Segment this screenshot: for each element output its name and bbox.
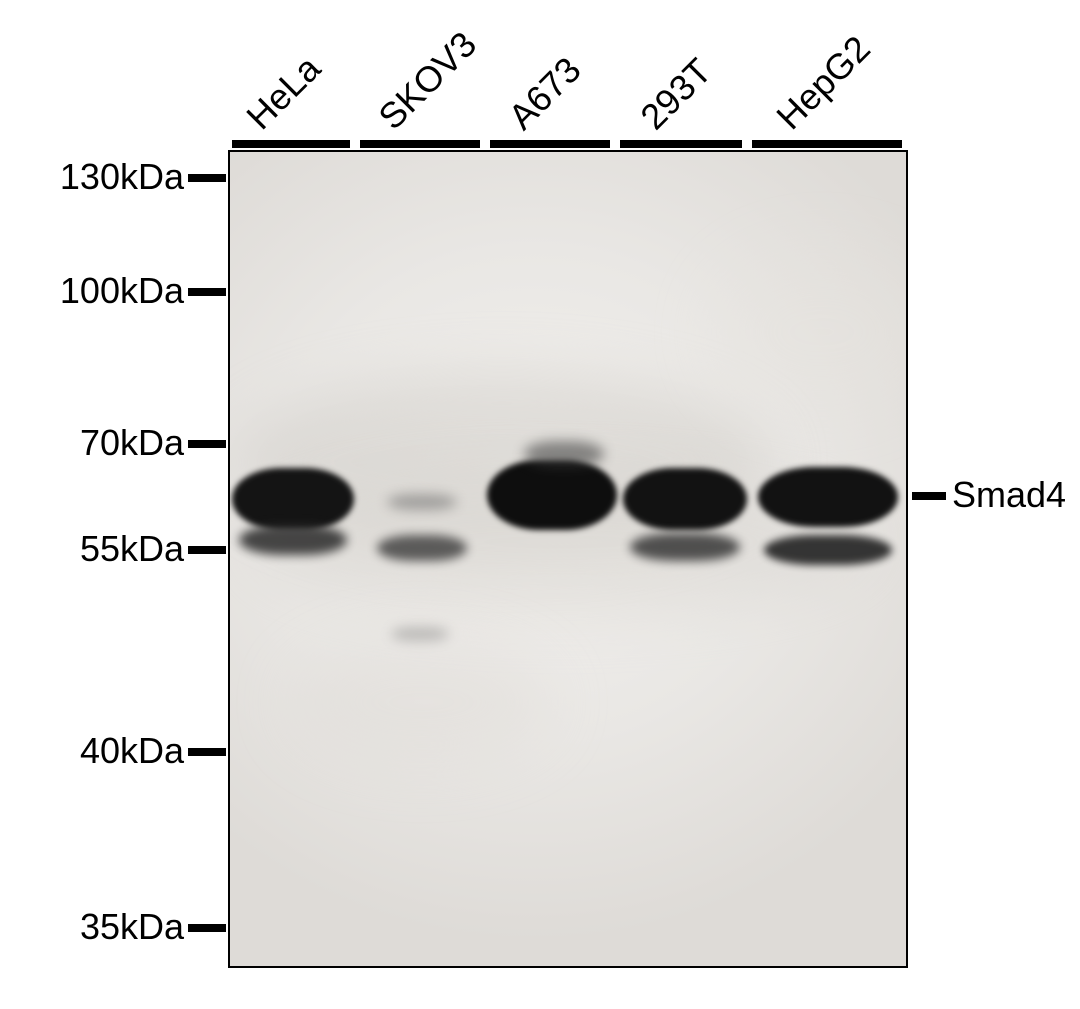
mw-tick [188,924,226,932]
band-lane-1 [387,494,457,510]
band-lane-0 [232,468,354,530]
mw-tick [188,440,226,448]
protein-name-label: Smad4 [952,474,1066,516]
band-lane-2 [524,441,604,467]
band-lane-1 [377,535,467,561]
lane-bar-293t [620,140,742,148]
protein-tick [912,492,946,500]
membrane-smudge [292,642,552,762]
lane-label-skov3: SKOV3 [370,23,485,138]
western-blot-figure: HeLa SKOV3A673 293T HepG2 130kDa 100kDa 70kDa… [0,0,1080,1009]
band-lane-1 [391,627,449,641]
lane-bar-a673 [490,140,610,148]
mw-label: 55kDa [0,528,184,570]
mw-label: 100kDa [0,270,184,312]
band-lane-3 [623,468,747,530]
mw-label: 70kDa [0,422,184,464]
band-lane-4 [764,535,892,565]
lane-bar-skov3 [360,140,480,148]
lane-label-hepg2: HepG2 [768,28,878,138]
mw-tick [188,748,226,756]
lane-label-293t: 293T [632,50,720,138]
lane-bar-hela [232,140,350,148]
mw-label: 40kDa [0,730,184,772]
lane-bar-hepg2 [752,140,902,148]
blot-inner [230,152,906,966]
band-lane-3 [630,533,740,561]
lane-label-a673: A673 [500,49,589,138]
band-lane-4 [758,467,898,527]
mw-label: 130kDa [0,156,184,198]
lane-label-hela: HeLa [238,47,329,138]
band-lane-2 [487,460,617,530]
mw-tick [188,174,226,182]
mw-tick [188,546,226,554]
band-lane-0 [239,525,347,555]
membrane-smudge [712,252,906,412]
mw-label: 35kDa [0,906,184,948]
mw-tick [188,288,226,296]
blot-membrane [228,150,908,968]
